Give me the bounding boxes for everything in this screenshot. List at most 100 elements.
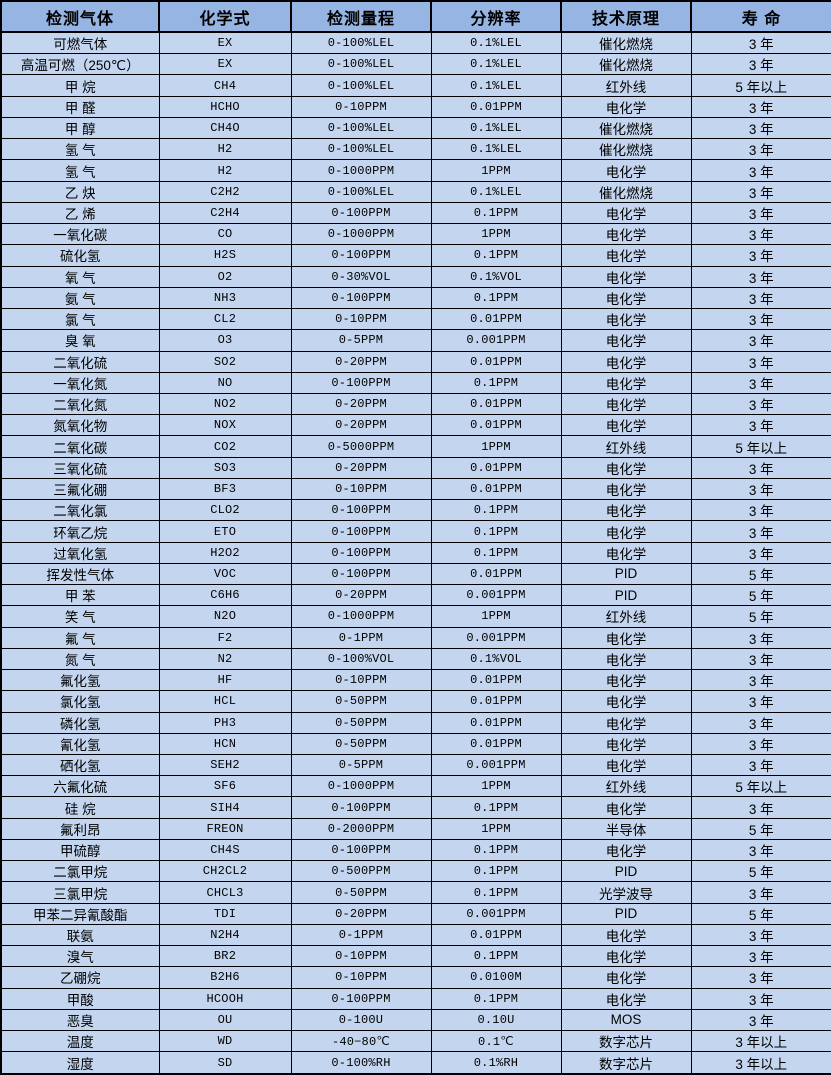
table-row: 过氧化氢 H2O2 0-100PPM 0.1PPM 电化学 3 年 (0, 541, 831, 564)
cell-technology: 电化学 (560, 732, 692, 755)
table-row: 氯 气 CL2 0-10PPM 0.01PPM 电化学 3 年 (0, 308, 831, 331)
cell-detection-range: 0-100PPM (290, 201, 432, 225)
cell-chemical-formula: CH2CL2 (158, 860, 292, 883)
cell-gas-name: 二氯甲烷 (0, 860, 160, 883)
cell-technology: 电化学 (560, 392, 692, 416)
cell-detection-range: 0-10PPM (290, 966, 432, 989)
cell-technology: 数字芯片 (560, 1030, 692, 1053)
table-row: 甲 烷 CH4 0-100%LEL 0.1%LEL 红外线 5 年以上 (0, 74, 831, 97)
cell-chemical-formula: CHCL3 (158, 881, 292, 904)
cell-lifespan: 5 年 (690, 584, 831, 607)
cell-lifespan: 3 年 (690, 95, 831, 118)
table-row: 溴气 BR2 0-10PPM 0.1PPM 电化学 3 年 (0, 945, 831, 968)
cell-chemical-formula: PH3 (158, 711, 292, 734)
cell-chemical-formula: HCN (158, 732, 292, 755)
table-row: 二氧化氮 NO2 0-20PPM 0.01PPM 电化学 3 年 (0, 392, 831, 416)
cell-resolution: 0.1%LEL (430, 31, 562, 55)
cell-lifespan: 3 年以上 (690, 1030, 831, 1053)
cell-detection-range: 0-100%LEL (290, 53, 432, 76)
cell-chemical-formula: EX (158, 31, 292, 55)
column-header-detection-range: 检测量程 (290, 0, 432, 33)
cell-gas-name: 氨 气 (0, 286, 160, 310)
cell-resolution: 0.1PPM (430, 371, 562, 395)
cell-technology: 电化学 (560, 159, 692, 182)
cell-gas-name: 可燃气体 (0, 31, 160, 55)
cell-detection-range: 0-20PPM (290, 350, 432, 373)
cell-resolution: 1PPM (430, 775, 562, 798)
cell-gas-name: 过氧化氢 (0, 541, 160, 564)
cell-resolution: 0.1PPM (430, 286, 562, 310)
table-row: 氨 气 NH3 0-100PPM 0.1PPM 电化学 3 年 (0, 286, 831, 310)
table-row: 联氨 N2H4 0-1PPM 0.01PPM 电化学 3 年 (0, 923, 831, 947)
cell-resolution: 0.1PPM (430, 541, 562, 564)
cell-resolution: 0.1%VOL (430, 647, 562, 671)
cell-chemical-formula: CO2 (158, 435, 292, 458)
cell-lifespan: 3 年 (690, 966, 831, 989)
cell-chemical-formula: O2 (158, 265, 292, 288)
cell-chemical-formula: VOC (158, 562, 292, 586)
table-row: 六氟化硫 SF6 0-1000PPM 1PPM 红外线 5 年以上 (0, 775, 831, 798)
cell-chemical-formula: SD (158, 1051, 292, 1075)
table-row: 笑 气 N2O 0-1000PPM 1PPM 红外线 5 年 (0, 605, 831, 628)
cell-gas-name: 臭 氧 (0, 329, 160, 352)
cell-lifespan: 3 年 (690, 329, 831, 352)
table-row: 挥发性气体 VOC 0-100PPM 0.01PPM PID 5 年 (0, 562, 831, 586)
cell-chemical-formula: SO2 (158, 350, 292, 373)
cell-lifespan: 3 年 (690, 499, 831, 522)
table-row: 甲酸 HCOOH 0-100PPM 0.1PPM 电化学 3 年 (0, 987, 831, 1010)
cell-lifespan: 3 年 (690, 711, 831, 734)
cell-chemical-formula: F2 (158, 626, 292, 649)
cell-gas-name: 氮 气 (0, 647, 160, 671)
cell-resolution: 0.1PPM (430, 244, 562, 267)
cell-detection-range: 0-30%VOL (290, 265, 432, 288)
cell-lifespan: 5 年以上 (690, 435, 831, 458)
cell-technology: 电化学 (560, 350, 692, 373)
cell-resolution: 0.01PPM (430, 392, 562, 416)
cell-detection-range: 0-10PPM (290, 95, 432, 118)
cell-chemical-formula: NO2 (158, 392, 292, 416)
cell-gas-name: 环氧乙烷 (0, 520, 160, 543)
cell-gas-name: 甲 苯 (0, 584, 160, 607)
cell-lifespan: 3 年 (690, 159, 831, 182)
cell-lifespan: 5 年以上 (690, 74, 831, 97)
cell-gas-name: 高温可燃（250℃） (0, 53, 160, 76)
cell-lifespan: 3 年 (690, 308, 831, 331)
cell-lifespan: 5 年 (690, 817, 831, 840)
cell-detection-range: 0-100%LEL (290, 116, 432, 140)
cell-gas-name: 氰化氢 (0, 732, 160, 755)
table-row: 温度 WD -40−80℃ 0.1℃ 数字芯片 3 年以上 (0, 1030, 831, 1053)
cell-resolution: 1PPM (430, 159, 562, 182)
cell-gas-name: 联氨 (0, 923, 160, 947)
cell-resolution: 0.1PPM (430, 499, 562, 522)
cell-lifespan: 3 年 (690, 350, 831, 373)
cell-technology: 红外线 (560, 435, 692, 458)
cell-technology: PID (560, 584, 692, 607)
cell-technology: 电化学 (560, 796, 692, 819)
cell-chemical-formula: H2 (158, 159, 292, 182)
cell-technology: 催化燃烧 (560, 116, 692, 140)
cell-chemical-formula: CO (158, 223, 292, 246)
table-row: 氯化氢 HCL 0-50PPM 0.01PPM 电化学 3 年 (0, 690, 831, 713)
cell-detection-range: 0-50PPM (290, 881, 432, 904)
cell-chemical-formula: BR2 (158, 945, 292, 968)
cell-resolution: 0.1PPM (430, 201, 562, 225)
cell-gas-name: 氟利昂 (0, 817, 160, 840)
cell-detection-range: 0-10PPM (290, 477, 432, 501)
cell-detection-range: 0-20PPM (290, 414, 432, 437)
cell-resolution: 0.1PPM (430, 838, 562, 862)
cell-detection-range: 0-100PPM (290, 838, 432, 862)
cell-resolution: 0.01PPM (430, 414, 562, 437)
cell-detection-range: 0-100PPM (290, 244, 432, 267)
cell-chemical-formula: NOX (158, 414, 292, 437)
cell-technology: 电化学 (560, 838, 692, 862)
cell-lifespan: 3 年 (690, 116, 831, 140)
cell-detection-range: 0-5PPM (290, 329, 432, 352)
cell-detection-range: 0-1PPM (290, 626, 432, 649)
table-row: 二氯甲烷 CH2CL2 0-500PPM 0.1PPM PID 5 年 (0, 860, 831, 883)
cell-resolution: 0.001PPM (430, 753, 562, 777)
cell-gas-name: 一氧化碳 (0, 223, 160, 246)
cell-detection-range: 0-50PPM (290, 732, 432, 755)
cell-detection-range: 0-100%VOL (290, 647, 432, 671)
cell-lifespan: 3 年 (690, 371, 831, 395)
